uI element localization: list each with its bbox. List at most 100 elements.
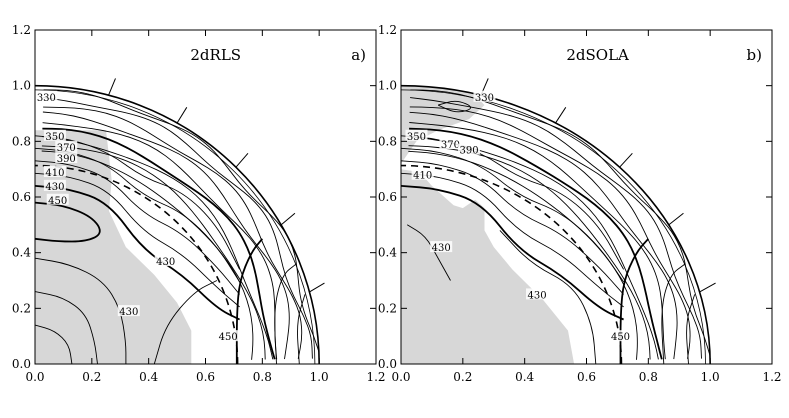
y-tick-label: 0.0 — [378, 357, 397, 371]
contour-line — [35, 291, 98, 365]
latitude-tick — [699, 282, 716, 293]
contour-line — [42, 136, 274, 360]
contour-line — [410, 97, 702, 359]
y-tick-label: 0.8 — [378, 134, 397, 148]
x-tick-label: 0.0 — [391, 370, 410, 384]
contour-line — [42, 127, 276, 360]
contour-label: 450 — [219, 332, 238, 343]
shaded-region — [401, 85, 575, 364]
y-tick-label: 0.2 — [12, 301, 31, 315]
contour-line — [686, 294, 696, 365]
contour-line — [153, 280, 218, 365]
x-tick-label: 0.8 — [253, 370, 272, 384]
x-tick-label: 1.0 — [310, 370, 329, 384]
latitude-tick — [555, 107, 567, 124]
contour-line — [401, 185, 624, 321]
contour-line — [43, 97, 313, 359]
contour-label: 410 — [45, 168, 64, 179]
latitude-tick — [176, 107, 188, 124]
contour-label-bg — [405, 129, 428, 141]
latitude-tick — [235, 152, 249, 168]
contour-label-bg — [55, 140, 78, 152]
contour-label: 390 — [459, 146, 478, 157]
contour-label: 410 — [413, 171, 432, 182]
contour-line — [42, 111, 290, 360]
contour-label: 390 — [57, 154, 76, 165]
contour-line — [409, 106, 691, 359]
contour-label-bg — [458, 143, 481, 155]
y-tick-label: 0.6 — [12, 190, 31, 204]
contour-label-bg — [430, 241, 453, 253]
panel-title: 2dSOLA — [566, 46, 629, 64]
x-tick-label: 0.2 — [453, 370, 472, 384]
surface-arc-inner — [400, 89, 706, 365]
latitude-tick — [280, 212, 296, 226]
contour-line — [235, 238, 263, 365]
x-tick-label: 0.6 — [577, 370, 596, 384]
contour-label-bg — [217, 330, 240, 342]
contour-label-bg — [46, 193, 69, 205]
contour-label: 450 — [48, 196, 67, 207]
contour-label-bg — [55, 152, 78, 164]
contour-line — [297, 294, 306, 365]
plot-content — [35, 89, 320, 365]
panel-label: b) — [747, 46, 762, 64]
contour-label: 430 — [432, 243, 451, 254]
contour-line — [409, 111, 678, 360]
contour-label: 350 — [407, 132, 426, 143]
x-tick-label: 0.2 — [82, 370, 101, 384]
y-tick-label: 0.4 — [12, 246, 31, 260]
tachocline-dashed-line — [34, 164, 239, 365]
y-tick-label: 0.0 — [12, 357, 31, 371]
contour-label-bg — [439, 138, 462, 150]
contour-line — [619, 238, 649, 365]
contour-label-bg — [35, 90, 58, 102]
contour-line — [43, 106, 303, 359]
contour-line — [41, 145, 266, 360]
x-tick-label: 0.8 — [639, 370, 658, 384]
contour-line — [499, 230, 597, 365]
y-tick-label: 1.2 — [378, 23, 397, 37]
latitude-tick — [619, 152, 633, 168]
contour-label-bg — [43, 165, 66, 177]
contour-label-bg — [526, 288, 549, 300]
y-tick-label: 0.8 — [12, 134, 31, 148]
contour-line — [401, 160, 624, 295]
contour-line — [401, 147, 624, 283]
contour-line — [35, 257, 127, 364]
contour-label-bg — [609, 330, 632, 342]
contour-label-bg — [117, 305, 140, 317]
y-tick-label: 0.2 — [378, 301, 397, 315]
y-tick-label: 1.0 — [378, 79, 397, 93]
contour-line — [406, 224, 451, 281]
y-tick-label: 1.0 — [12, 79, 31, 93]
x-tick-label: 0.6 — [196, 370, 215, 384]
y-tick-label: 0.6 — [378, 190, 397, 204]
contour-line — [661, 263, 686, 365]
panel-title: 2dRLS — [190, 46, 241, 64]
contour-line — [437, 100, 471, 113]
x-tick-label: 1.2 — [762, 370, 781, 384]
x-tick-label: 0.0 — [25, 370, 44, 384]
contour-label-bg — [473, 90, 496, 102]
contour-label: 430 — [527, 290, 546, 301]
contour-label: 370 — [441, 140, 460, 151]
x-tick-label: 0.4 — [139, 370, 158, 384]
x-tick-label: 0.4 — [515, 370, 534, 384]
x-tick-label: 1.2 — [366, 370, 385, 384]
contour-label-bg — [43, 179, 66, 191]
contour-label-bg — [154, 255, 177, 267]
y-tick-label: 1.2 — [12, 23, 31, 37]
contour-line — [35, 147, 240, 283]
contour-line — [35, 324, 73, 365]
latitude-tick — [108, 78, 116, 96]
contour-label: 350 — [45, 132, 64, 143]
contour-line — [410, 89, 711, 359]
contour-label: 430 — [45, 182, 64, 193]
x-tick-label: 1.0 — [701, 370, 720, 384]
shaded-region — [35, 130, 192, 364]
contour-line — [42, 122, 278, 360]
contour-label-bg — [43, 129, 66, 141]
